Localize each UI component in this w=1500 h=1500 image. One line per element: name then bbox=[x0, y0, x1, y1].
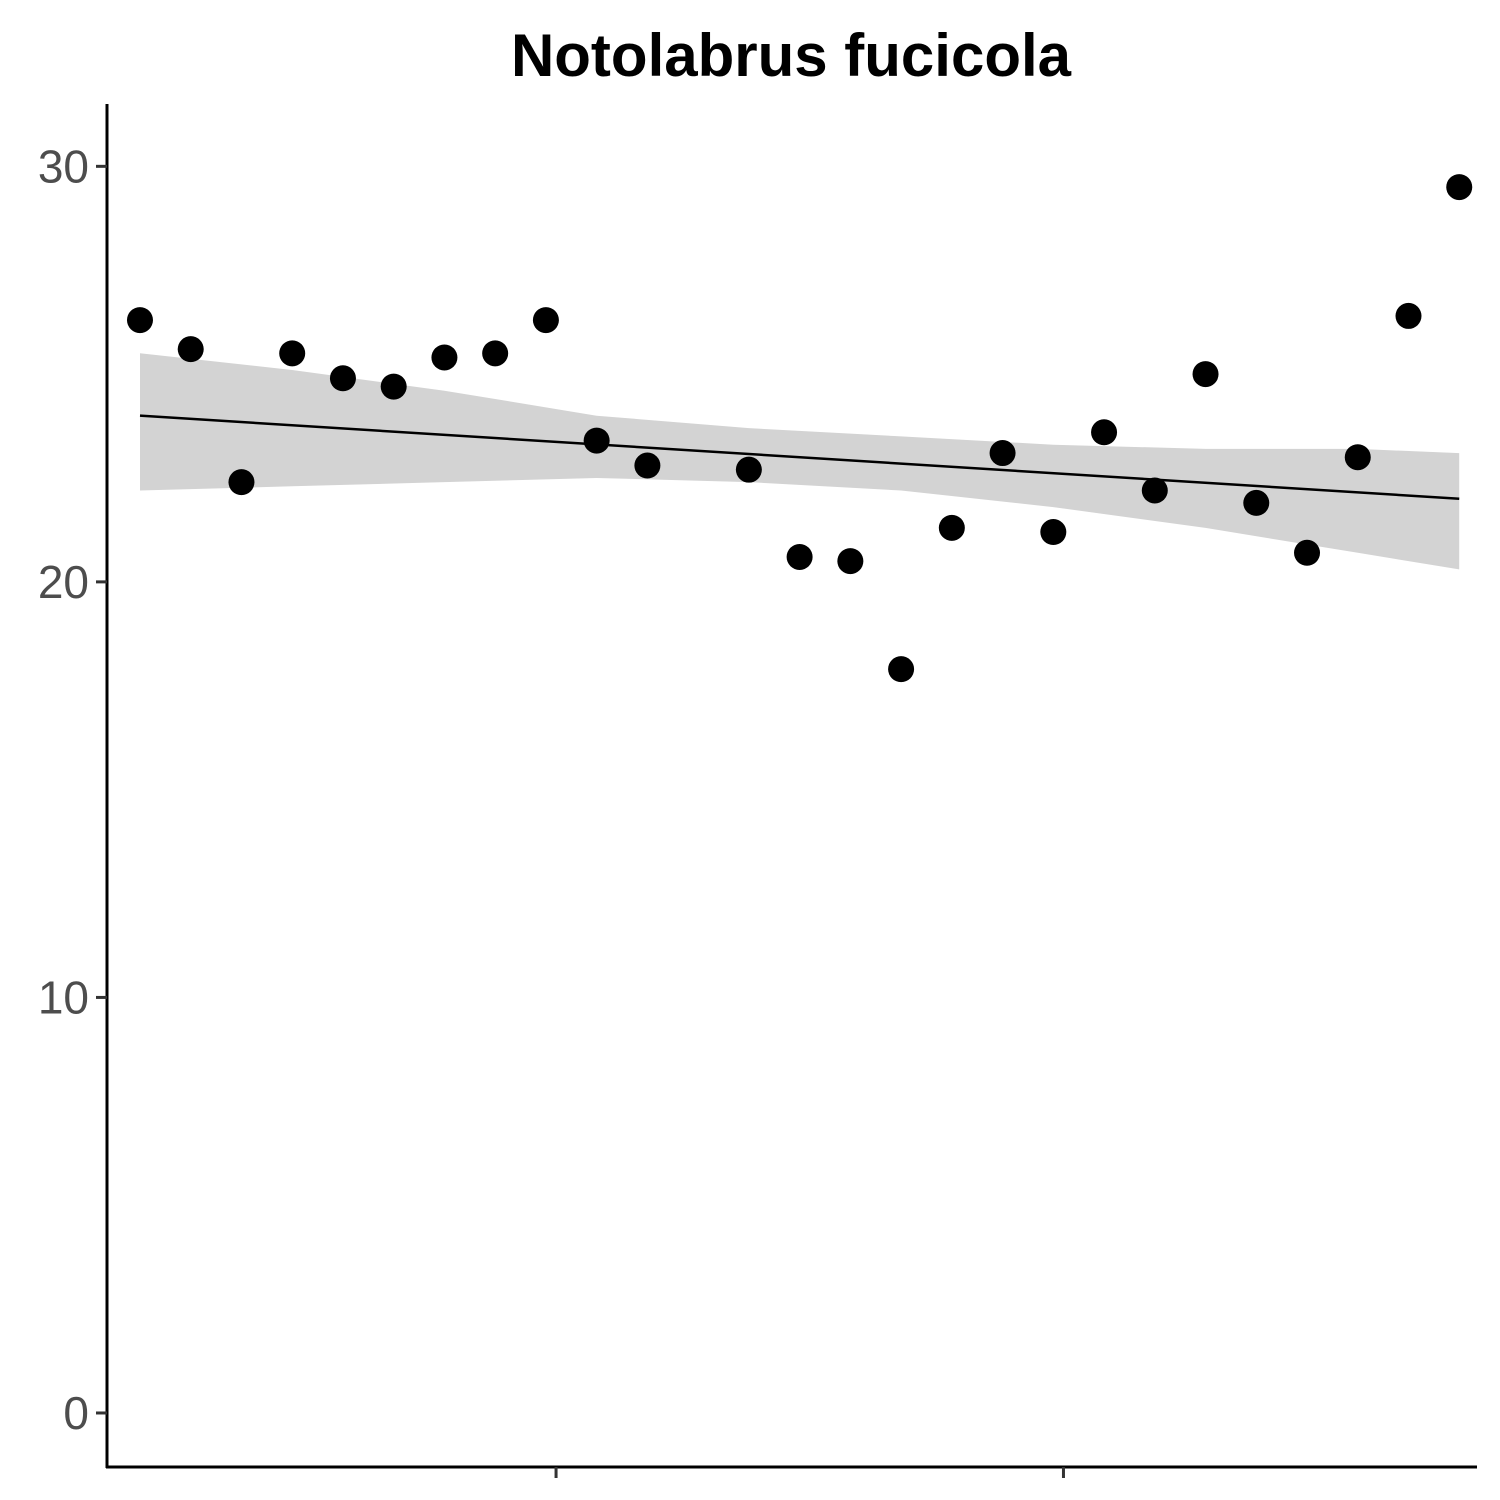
data-point bbox=[938, 514, 965, 541]
data-point bbox=[583, 427, 610, 454]
confidence-band bbox=[140, 353, 1460, 570]
data-point bbox=[735, 456, 762, 483]
data-point bbox=[1091, 419, 1118, 446]
data-point bbox=[329, 365, 356, 392]
data-point bbox=[989, 440, 1016, 467]
trend-line-layer bbox=[139, 414, 1460, 501]
data-point bbox=[126, 307, 153, 334]
trend-line bbox=[139, 414, 1460, 501]
chart-title: Notolabrus fucicola bbox=[511, 22, 1072, 89]
x-ticks-layer bbox=[554, 1467, 1065, 1478]
axes-layer bbox=[105, 104, 1477, 1469]
y-tick-label: 30 bbox=[38, 140, 89, 192]
data-point bbox=[532, 307, 559, 334]
confidence-band-layer bbox=[140, 353, 1460, 570]
data-point bbox=[1344, 444, 1371, 471]
data-point bbox=[888, 656, 915, 683]
data-points-layer bbox=[126, 174, 1473, 683]
y-tick-label: 20 bbox=[38, 556, 89, 608]
y-tick-label: 10 bbox=[38, 971, 89, 1023]
data-point bbox=[1141, 477, 1168, 504]
data-point bbox=[380, 373, 407, 400]
data-point bbox=[1192, 361, 1219, 388]
data-point bbox=[1395, 302, 1422, 329]
data-point bbox=[634, 452, 661, 479]
data-point bbox=[279, 340, 306, 367]
data-point bbox=[482, 340, 509, 367]
data-point bbox=[228, 469, 255, 496]
data-point bbox=[1446, 174, 1473, 201]
data-point bbox=[1294, 539, 1321, 566]
y-tick-label: 0 bbox=[63, 1387, 89, 1439]
data-point bbox=[837, 548, 864, 575]
data-point bbox=[786, 543, 813, 570]
data-point bbox=[1243, 489, 1270, 516]
data-point bbox=[177, 336, 204, 363]
y-ticks-layer: 0 10 20 30 bbox=[38, 140, 107, 1439]
data-point bbox=[1040, 519, 1067, 546]
data-point bbox=[431, 344, 458, 371]
